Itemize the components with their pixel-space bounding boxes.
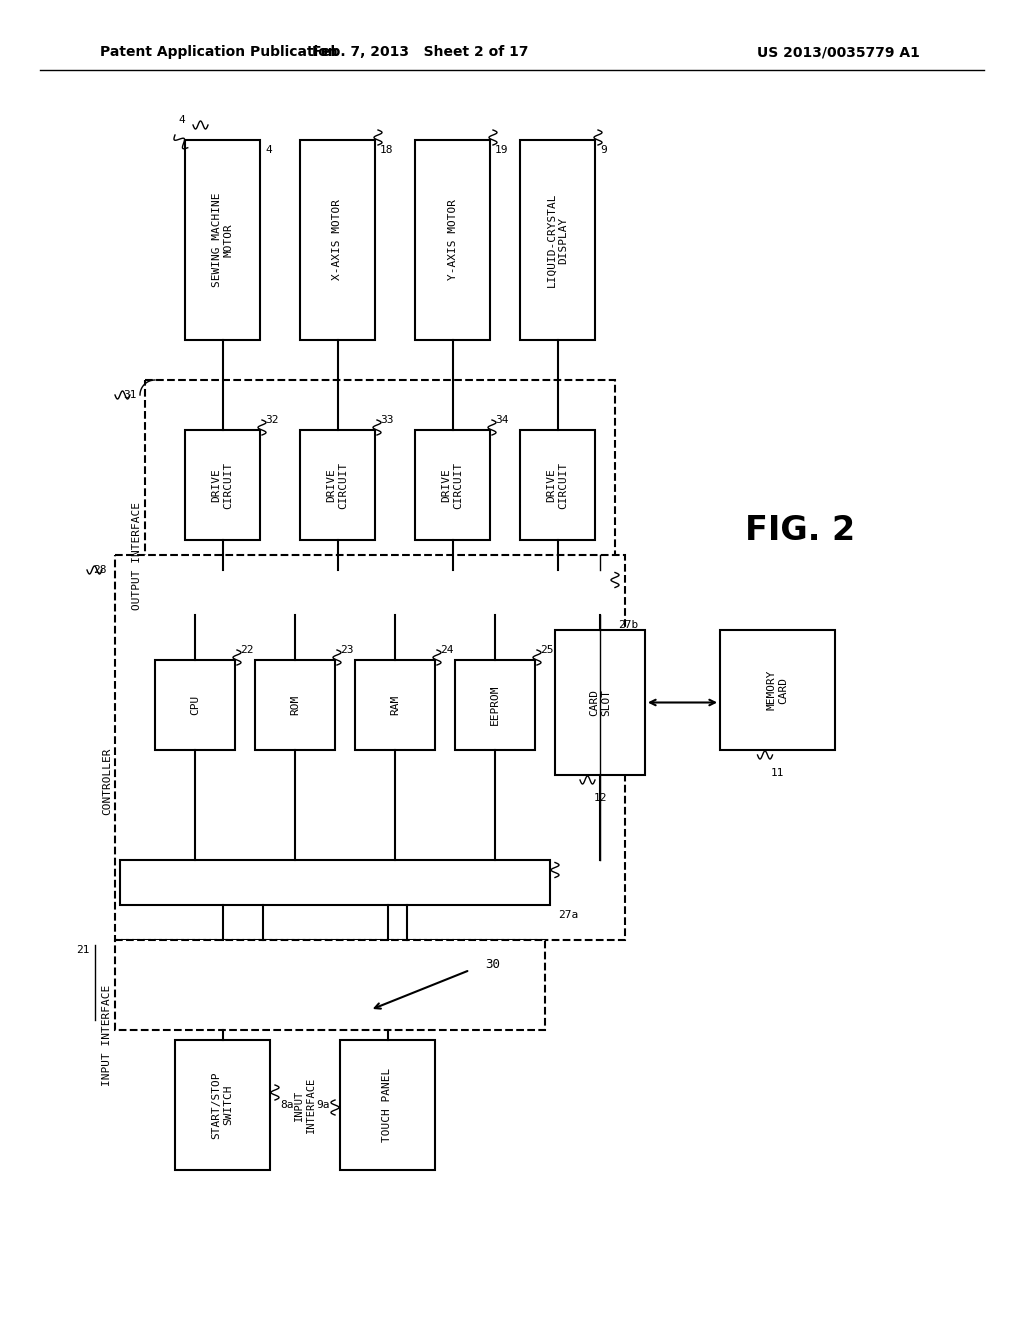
Bar <box>520 430 595 540</box>
Text: 23: 23 <box>340 645 353 655</box>
Bar <box>155 660 234 750</box>
Text: SEWING MACHINE
MOTOR: SEWING MACHINE MOTOR <box>212 193 233 288</box>
Bar <box>185 140 260 341</box>
Text: 9a: 9a <box>316 1100 330 1110</box>
Text: Feb. 7, 2013   Sheet 2 of 17: Feb. 7, 2013 Sheet 2 of 17 <box>311 45 528 59</box>
Text: DRIVE
CIRCUIT: DRIVE CIRCUIT <box>547 462 568 508</box>
Text: 25: 25 <box>540 645 554 655</box>
Text: US 2013/0035779 A1: US 2013/0035779 A1 <box>757 45 920 59</box>
Text: 12: 12 <box>593 793 607 803</box>
Text: LIQUID-CRYSTAL
DISPLAY: LIQUID-CRYSTAL DISPLAY <box>547 193 568 288</box>
Bar <box>115 940 545 1030</box>
Text: EEPROM: EEPROM <box>490 685 500 725</box>
Bar <box>115 554 625 940</box>
Bar <box>355 660 435 750</box>
Text: 30: 30 <box>485 958 500 972</box>
Text: 4: 4 <box>178 115 184 125</box>
Text: 28: 28 <box>93 565 106 576</box>
Text: FIG. 2: FIG. 2 <box>744 513 855 546</box>
Bar <box>120 861 550 906</box>
Text: TOUCH PANEL: TOUCH PANEL <box>383 1068 392 1142</box>
Bar <box>255 660 335 750</box>
Text: X-AXIS MOTOR: X-AXIS MOTOR <box>333 199 342 281</box>
Text: OUTPUT INTERFACE: OUTPUT INTERFACE <box>132 503 142 610</box>
Text: 11: 11 <box>771 768 784 777</box>
Text: CARD
SLOT: CARD SLOT <box>589 689 610 715</box>
Bar <box>145 380 615 624</box>
Text: 32: 32 <box>265 414 279 425</box>
Text: CPU: CPU <box>190 694 200 715</box>
Text: 21: 21 <box>77 945 90 954</box>
Bar <box>300 140 375 341</box>
Text: Patent Application Publication: Patent Application Publication <box>100 45 338 59</box>
Text: 33: 33 <box>380 414 393 425</box>
Text: 27b: 27b <box>618 620 638 630</box>
Text: DRIVE
CIRCUIT: DRIVE CIRCUIT <box>212 462 233 508</box>
Bar <box>520 140 595 341</box>
Text: ROM: ROM <box>290 694 300 715</box>
Text: 19: 19 <box>495 145 509 154</box>
Bar <box>150 570 610 615</box>
Bar <box>720 630 835 750</box>
Text: START/STOP
SWITCH: START/STOP SWITCH <box>212 1072 233 1139</box>
Text: DRIVE
CIRCUIT: DRIVE CIRCUIT <box>441 462 463 508</box>
Text: 31: 31 <box>124 389 137 400</box>
Text: 22: 22 <box>240 645 254 655</box>
Bar <box>340 1040 435 1170</box>
Text: 24: 24 <box>440 645 454 655</box>
Text: MEMORY
CARD: MEMORY CARD <box>767 669 788 710</box>
Text: 9: 9 <box>600 145 607 154</box>
Bar <box>415 140 490 341</box>
Text: DRIVE
CIRCUIT: DRIVE CIRCUIT <box>327 462 348 508</box>
Bar <box>555 630 645 775</box>
Text: RAM: RAM <box>390 694 400 715</box>
Text: INPUT
INTERFACE: INPUT INTERFACE <box>294 1077 315 1133</box>
Text: INPUT INTERFACE: INPUT INTERFACE <box>102 985 112 1086</box>
Bar <box>455 660 535 750</box>
Text: CONTROLLER: CONTROLLER <box>102 747 112 814</box>
Text: Y-AXIS MOTOR: Y-AXIS MOTOR <box>447 199 458 281</box>
Text: 34: 34 <box>495 414 509 425</box>
Bar <box>300 430 375 540</box>
Bar <box>175 1040 270 1170</box>
Bar <box>415 430 490 540</box>
Text: 18: 18 <box>380 145 393 154</box>
Bar <box>185 430 260 540</box>
Text: 4: 4 <box>265 145 271 154</box>
Text: 27a: 27a <box>558 909 579 920</box>
Text: 8a: 8a <box>280 1100 294 1110</box>
